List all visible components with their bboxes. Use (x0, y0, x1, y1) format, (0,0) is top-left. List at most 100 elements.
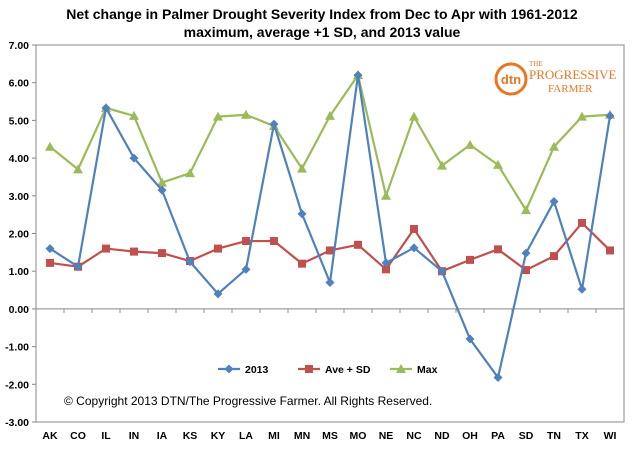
legend-marker (305, 365, 313, 373)
data-point (73, 262, 83, 272)
data-point (185, 257, 195, 267)
chart-title: Net change in Palmer Drought Severity In… (66, 6, 578, 22)
data-point (101, 103, 111, 113)
series-layer (45, 70, 615, 383)
data-point (521, 248, 531, 258)
y-tick-label: 5.00 (9, 115, 30, 127)
x-tick-label: IA (157, 430, 168, 442)
x-tick-label: IL (101, 430, 111, 442)
data-point (213, 111, 223, 121)
data-point (549, 196, 559, 206)
x-tick-label: LA (239, 430, 253, 442)
data-point (578, 218, 586, 227)
series-max (45, 70, 615, 215)
y-tick-label: -3.00 (5, 417, 29, 429)
data-point (493, 373, 503, 383)
data-point (129, 153, 139, 163)
x-tick-label: TN (547, 430, 561, 442)
legend-item: Max (390, 364, 438, 376)
data-point (577, 111, 587, 121)
series-ave-sd (46, 218, 614, 276)
y-tick-label: 3.00 (9, 191, 30, 203)
y-tick-label: 2.00 (9, 229, 30, 241)
data-point (129, 110, 139, 120)
data-point (325, 278, 335, 288)
legend-item: Ave + SD (298, 364, 371, 376)
legend-marker (224, 364, 234, 374)
series-2013 (45, 70, 615, 383)
data-point (549, 141, 559, 151)
data-point (410, 224, 418, 233)
data-point (298, 259, 306, 268)
x-tick-label: IN (129, 430, 140, 442)
data-point (45, 141, 55, 151)
legend: 2013 Ave + SD Max (218, 364, 438, 376)
x-tick-label: MI (268, 430, 280, 442)
dtn-logo-ring (494, 62, 528, 96)
x-tick-label: SD (519, 430, 534, 442)
data-point (522, 266, 530, 275)
series-line (49, 74, 611, 212)
legend-item: 2013 (218, 364, 269, 376)
data-point (269, 119, 279, 129)
legend-label: Max (417, 364, 438, 376)
axes (32, 44, 625, 423)
x-tick-label: MS (322, 430, 338, 442)
logo-brand-farmer: FARMER (548, 83, 593, 95)
data-point (437, 266, 447, 276)
y-tick-label: 0.00 (9, 304, 30, 316)
logo-brand-the: THE (529, 60, 543, 68)
x-tick-label: MN (294, 430, 310, 442)
data-point (297, 209, 307, 219)
x-tick-label: OH (462, 430, 478, 442)
series-line (49, 74, 612, 379)
data-point (606, 246, 614, 255)
data-point (157, 177, 167, 187)
copyright-notice: © Copyright 2013 DTN/The Progressive Far… (64, 394, 432, 408)
y-tick-label: 1.00 (9, 266, 30, 278)
chart-subtitle: maximum, average +1 SD, and 2013 value (184, 24, 461, 40)
data-point (494, 245, 502, 254)
data-point (409, 243, 419, 253)
x-tick-label: PA (491, 430, 505, 442)
data-point (297, 163, 307, 173)
data-point (409, 111, 419, 121)
data-point (157, 185, 167, 195)
x-tick-label: NE (379, 430, 394, 442)
logo-brand-progressive: PROGRESSIVE (529, 67, 616, 82)
x-tick-label: NC (406, 430, 422, 442)
data-point (325, 110, 335, 120)
data-point (241, 264, 251, 274)
data-point (354, 240, 362, 249)
x-tick-label: ND (434, 430, 450, 442)
x-tick-label: MO (350, 430, 367, 442)
y-tick-label: 7.00 (9, 40, 30, 52)
data-point (437, 160, 447, 170)
legend-marker (396, 364, 406, 373)
x-tick-label: KS (183, 430, 198, 442)
data-point (270, 237, 278, 246)
data-point (326, 246, 334, 255)
data-point (214, 244, 222, 253)
x-tick-label: TX (575, 430, 588, 442)
legend-label: 2013 (245, 364, 269, 376)
dtn-logo-mark: dtn (501, 72, 521, 87)
y-tick-labels: 7.00 6.00 5.00 4.00 3.00 2.00 1.00 0.00 -1.00 -2.… (5, 40, 29, 429)
legend-label: Ave + SD (325, 364, 371, 376)
data-point (73, 164, 83, 174)
data-point (213, 289, 223, 299)
data-point (466, 255, 474, 264)
data-point (465, 139, 475, 149)
data-point (130, 247, 138, 256)
data-point (550, 252, 558, 261)
x-tick-label: CO (70, 430, 86, 442)
dtn-progressive-farmer-logo: dtn THE PROGRESSIVE FARMER (494, 60, 616, 96)
data-point (46, 258, 54, 267)
data-point (605, 111, 615, 121)
y-tick-label: 4.00 (9, 153, 30, 165)
data-point (353, 70, 363, 80)
x-tick-label: AK (42, 430, 58, 442)
data-point (465, 334, 475, 344)
